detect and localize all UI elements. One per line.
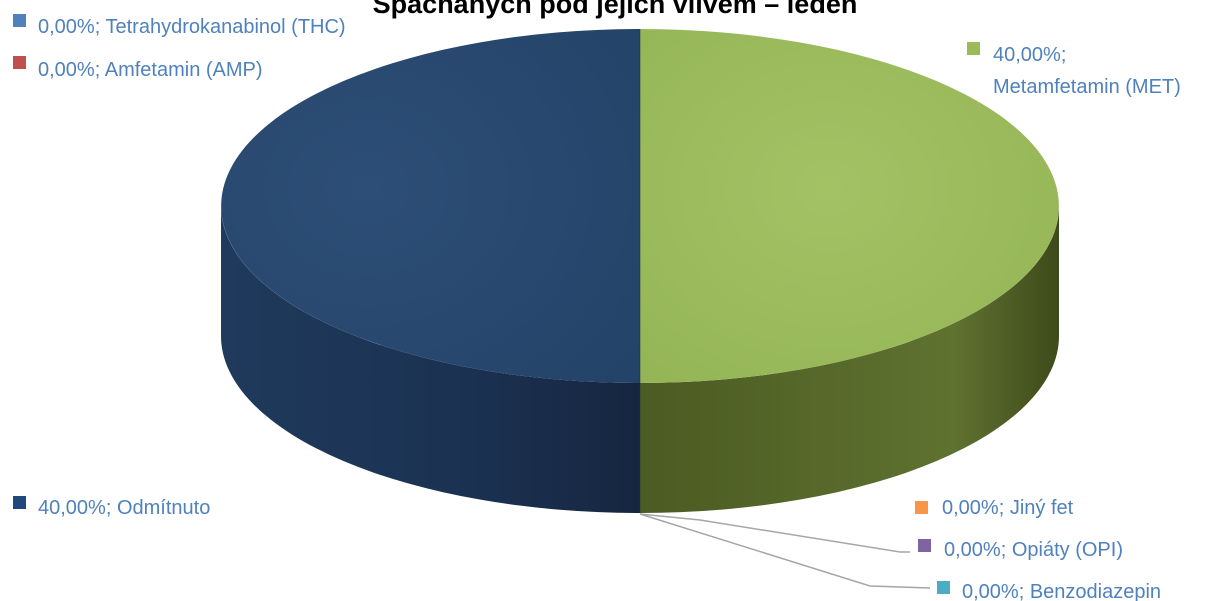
label-marker-jiny-fet: [915, 501, 928, 514]
label-marker-opiaty: [918, 539, 931, 552]
label-marker-metamfetamin: [967, 42, 980, 55]
label-benzodiazepin: 0,00%; Benzodiazepin: [937, 581, 1161, 601]
chart-title: Spacháných pod jejich vlivem – leden: [372, 0, 858, 19]
slice-metamfetamin: [640, 29, 1059, 383]
label-text-benzodiazepin: 0,00%; Benzodiazepin: [962, 581, 1161, 601]
label-text-jiny-fet: 0,00%; Jiný fet: [942, 497, 1074, 519]
label-text-metamfetamin-name: Metamfetamin (MET): [993, 76, 1181, 98]
label-marker-benzodiazepin: [937, 581, 950, 594]
label-amp: 0,00%; Amfetamin (AMP): [13, 56, 263, 81]
slice-metamfetamin-side: [640, 206, 1059, 513]
label-marker-odmitnuto: [13, 496, 26, 509]
label-marker-amp: [13, 56, 26, 69]
label-opiaty: 0,00%; Opiáty (OPI): [918, 539, 1123, 561]
label-odmitnuto: 40,00%; Odmítnuto: [13, 496, 210, 519]
slice-odmitnuto-side: [221, 206, 640, 513]
label-text-opiaty: 0,00%; Opiáty (OPI): [944, 539, 1123, 561]
label-text-odmitnuto: 40,00%; Odmítnuto: [38, 497, 210, 519]
label-thc: 0,00%; Tetrahydrokanabinol (THC): [13, 14, 346, 38]
leader-lines: [639, 513, 931, 589]
label-text-amp: 0,00%; Amfetamin (AMP): [38, 59, 263, 81]
label-jiny-fet: 0,00%; Jiný fet: [915, 497, 1074, 519]
leader-line-benzodiazepin: [639, 513, 931, 589]
label-text-thc: 0,00%; Tetrahydrokanabinol (THC): [38, 16, 346, 38]
slice-odmitnuto: [221, 29, 640, 383]
label-text-metamfetamin-value: 40,00%;: [993, 44, 1066, 66]
label-marker-thc: [13, 14, 26, 27]
data-labels: 0,00%; Tetrahydrokanabinol (THC) 0,00%; …: [13, 14, 1181, 601]
leader-line-opiaty: [639, 513, 910, 553]
label-metamfetamin: 40,00%; Metamfetamin (MET): [967, 42, 1181, 98]
